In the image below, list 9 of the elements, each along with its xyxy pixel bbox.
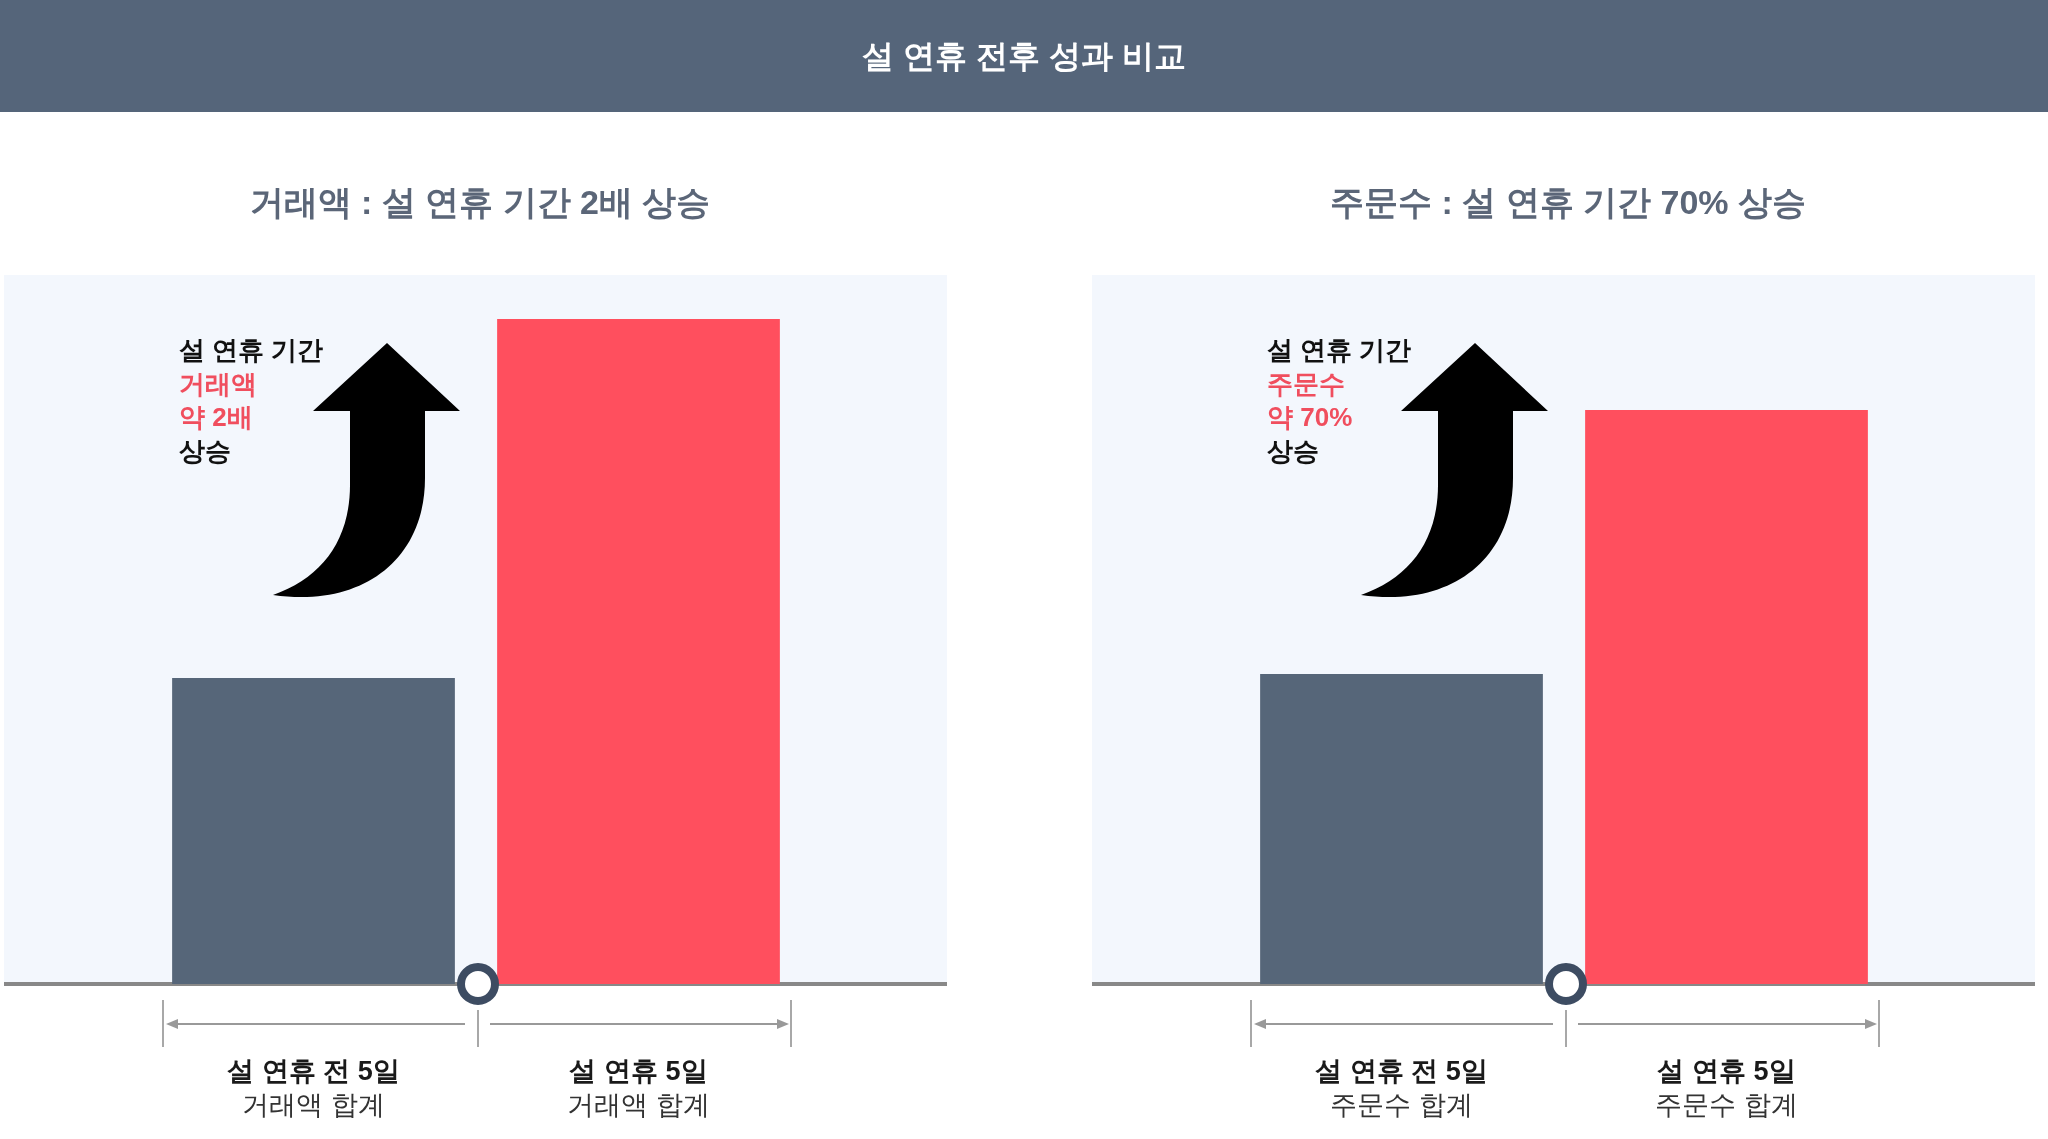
x-tick-label: 설 연휴 전 5일 거래액 합계 [227, 1056, 400, 1120]
x-tick-label: 설 연휴 5일 거래액 합계 [567, 1056, 710, 1120]
x-tick-label: 설 연휴 5일 주문수 합계 [1655, 1056, 1798, 1120]
x-tick-label: 설 연휴 전 5일 주문수 합계 [1315, 1056, 1488, 1120]
chart-subtitle: 주문수 : 설 연휴 기간 70% 상승 [1329, 183, 1807, 221]
annotation: 설 연휴 기간 주문수 약 70% 상승 [1267, 334, 1412, 468]
annotation: 설 연휴 기간 거래액 약 2배 상승 [179, 334, 324, 468]
text: 설 연휴 전후 성과 비교 [862, 38, 1186, 74]
chart-subtitle: 거래액 : 설 연휴 기간 2배 상승 [249, 183, 711, 221]
